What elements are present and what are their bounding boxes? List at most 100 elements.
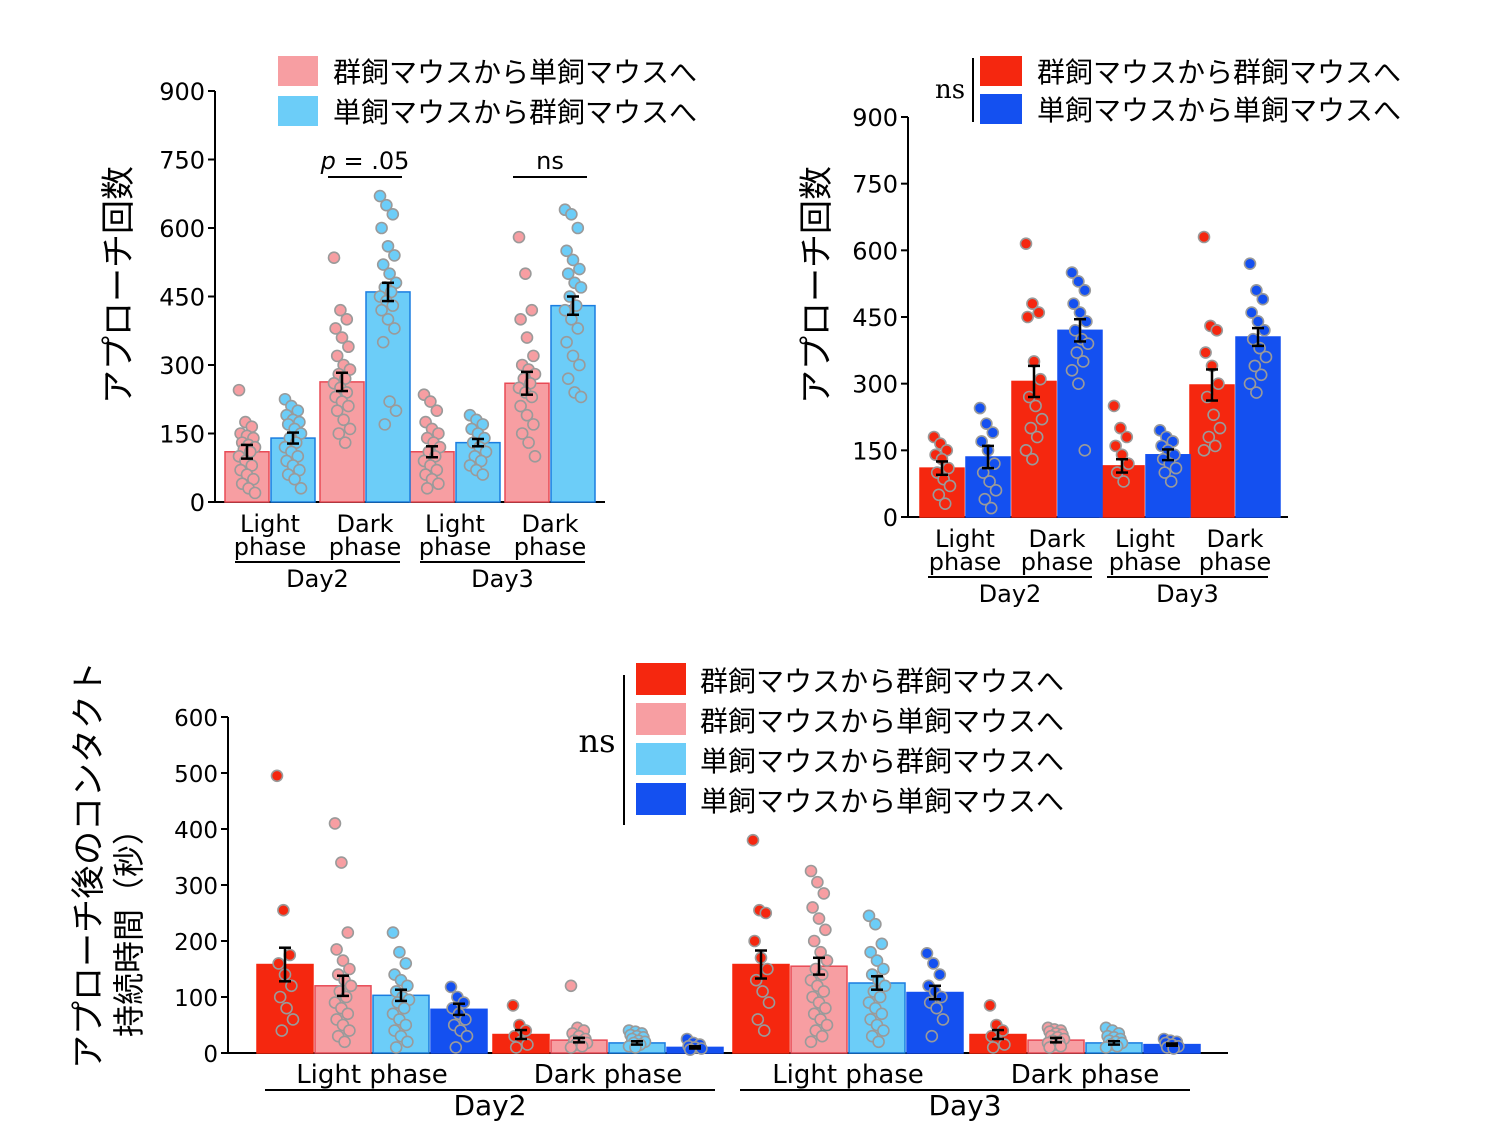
data-point [520, 408, 534, 422]
y-tick-label: 300 [852, 371, 898, 399]
data-point [344, 979, 358, 993]
data-point [877, 962, 890, 976]
data-point [380, 198, 393, 212]
data-point [820, 1018, 834, 1032]
data-point [334, 303, 347, 317]
legend-ns-label: ns [935, 75, 965, 105]
data-point [811, 875, 824, 889]
legend-label: 群飼マウスから群飼マウスへ [700, 665, 1064, 698]
data-point [807, 934, 821, 948]
data-point [343, 962, 356, 976]
x-category-label: phase [329, 533, 401, 561]
x-category-label: phase [234, 533, 306, 561]
data-point [1029, 399, 1042, 413]
data-point [1035, 412, 1049, 426]
data-point [280, 1001, 293, 1015]
data-point [509, 1041, 523, 1054]
data-point [527, 418, 540, 431]
data-point [1250, 284, 1263, 297]
data-point [1030, 430, 1044, 444]
data-point [762, 996, 776, 1009]
legend-label: 単飼マウスから単飼マウスへ [1037, 94, 1401, 127]
x-category-label: Light phase [772, 1060, 924, 1090]
data-point [515, 427, 529, 440]
x-category-label: phase [419, 533, 491, 561]
data-point [819, 923, 832, 937]
bar [550, 304, 596, 503]
data-point [1208, 439, 1222, 453]
data-point [1250, 386, 1263, 399]
legend-label: 単飼マウスから群飼マウスへ [700, 745, 1064, 778]
data-point [381, 239, 395, 253]
y-tick-label: 600 [159, 215, 205, 243]
data-point [564, 979, 578, 993]
y-tick-label: 400 [174, 818, 218, 844]
data-point [748, 934, 761, 948]
data-point [1080, 315, 1093, 328]
data-point [1019, 237, 1033, 250]
data-point [751, 1013, 765, 1026]
data-point [942, 461, 955, 475]
data-point [875, 1007, 889, 1021]
y-tick-label: 450 [852, 304, 898, 332]
data-point [383, 267, 396, 280]
data-point [565, 208, 578, 221]
data-point [459, 1013, 472, 1026]
data-point [1019, 444, 1033, 457]
data-point [521, 1038, 534, 1051]
data-point [373, 189, 387, 203]
day-label: Day3 [928, 1089, 1001, 1122]
data-point [566, 349, 580, 363]
day-label: Day2 [286, 565, 349, 593]
data-point [574, 281, 588, 294]
data-point [338, 436, 352, 449]
data-point [1207, 408, 1220, 422]
data-point [574, 390, 588, 404]
data-point [389, 404, 403, 417]
x-category-label: phase [514, 533, 586, 561]
x-category-label: Dark [1029, 525, 1086, 553]
data-point [1213, 421, 1227, 435]
data-point [1256, 292, 1270, 306]
y-tick-label: 900 [159, 78, 205, 106]
legend-swatch [980, 56, 1022, 86]
legend-swatch [980, 94, 1022, 124]
data-point [1026, 297, 1039, 310]
data-point [1258, 324, 1271, 337]
y-tick-label: 150 [852, 437, 898, 465]
data-point [757, 1024, 771, 1037]
data-point [329, 322, 342, 335]
data-point [869, 917, 882, 931]
data-point [388, 322, 401, 335]
x-category-label: Light [425, 510, 485, 538]
data-point [341, 1007, 355, 1021]
data-point [1210, 324, 1224, 337]
data-point [1254, 368, 1268, 382]
data-point [984, 501, 998, 515]
data-point [564, 1041, 578, 1054]
x-category-label: Dark [1207, 525, 1264, 553]
data-point [1243, 377, 1257, 390]
data-point [1081, 337, 1095, 350]
data-point [337, 413, 350, 427]
data-point [1109, 439, 1122, 453]
data-point [1072, 275, 1085, 288]
data-point [376, 258, 390, 271]
data-point [759, 906, 773, 920]
data-point [328, 817, 342, 830]
data-point [335, 856, 348, 869]
data-point [520, 331, 534, 344]
legend-label: 群飼マウスから群飼マウスへ [1037, 56, 1401, 89]
data-point [270, 769, 284, 783]
data-point [336, 954, 350, 967]
data-point [1202, 430, 1216, 444]
data-point [343, 422, 357, 436]
y-tick-label: 750 [852, 171, 898, 199]
data-point [561, 267, 575, 280]
chart-bottom: 0 100 200 300 400 500 600 アプローチ後のコンタクト 持続時間（秒） Li… [69, 661, 1228, 1122]
y-axis-label-line2: 持続時間（秒） [110, 813, 148, 1037]
data-point [1026, 452, 1039, 466]
data-point [294, 481, 308, 495]
data-point [873, 990, 887, 1004]
data-point [1043, 1041, 1056, 1054]
